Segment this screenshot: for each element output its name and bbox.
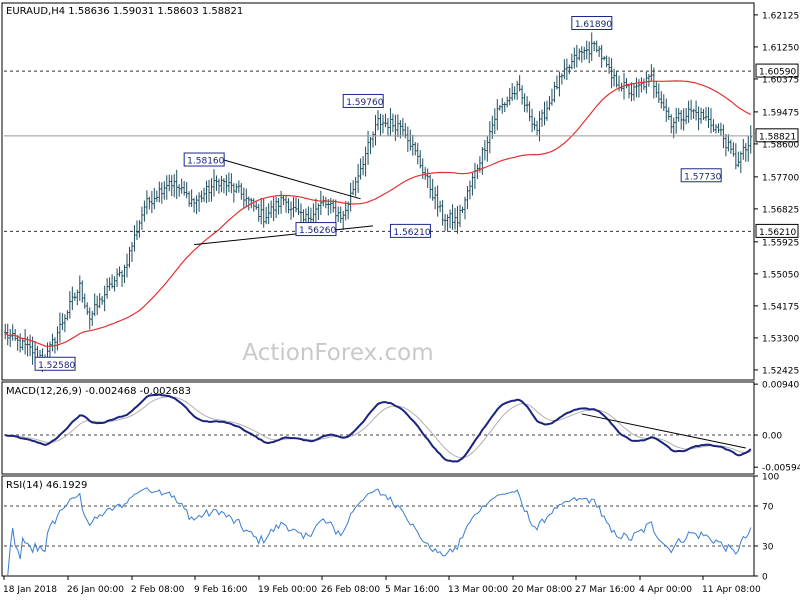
rsi-label: RSI(14) 46.1929 [6, 480, 87, 491]
rsi-tick-label: 30 [762, 543, 774, 553]
macd-signal-line [5, 396, 751, 459]
price-tick-label: 1.61250 [762, 43, 799, 53]
time-tick-label: 5 Mar 16:00 [385, 585, 440, 595]
annotation-box [571, 15, 613, 30]
annotation-label: 1.61890 [575, 20, 612, 30]
macd-panel [1, 381, 755, 475]
price-tick-label: 1.55925 [762, 238, 799, 248]
time-tick-label: 4 Apr 00:00 [639, 585, 692, 595]
level-price-label: 1.58821 [759, 132, 796, 142]
price-tick-label: 1.53300 [762, 334, 799, 344]
price-tick-label: 1.59475 [762, 108, 799, 118]
rsi-tick-label: 100 [762, 473, 779, 483]
annotation-box [295, 222, 337, 237]
level-price-box [755, 223, 799, 238]
time-tick-label: 2 Feb 08:00 [131, 585, 185, 595]
annotation-box [34, 356, 76, 371]
price-tick-label: 1.56825 [762, 205, 799, 215]
annotation-box [183, 152, 225, 167]
macd-label: MACD(12,26,9) -0.002468 -0.002683 [6, 386, 191, 397]
macd-trendline [581, 413, 746, 449]
trendline [194, 225, 374, 246]
rsi-line [7, 487, 752, 577]
rsi-tick-label: 70 [762, 503, 774, 513]
macd-tick-label: 0.009407 [762, 381, 800, 391]
price-tick-label: 1.55050 [762, 270, 799, 280]
trendline [223, 159, 361, 200]
macd-tick-label: 0.00 [762, 432, 782, 442]
price-tick-label: 1.57700 [762, 173, 799, 183]
price-tick-label: 1.52425 [762, 366, 799, 376]
annotation-box [342, 93, 384, 108]
annotation-label: 1.59760 [346, 98, 383, 108]
level-price-box [755, 63, 799, 78]
time-tick-label: 18 Jan 2018 [3, 585, 57, 595]
moving-average-line [4, 80, 752, 347]
annotation-label: 1.57730 [684, 172, 721, 182]
rsi-panel [1, 475, 755, 577]
time-tick-label: 20 Mar 08:00 [512, 585, 572, 595]
price-tick-label: 1.54175 [762, 302, 799, 312]
annotation-label: 1.52580 [38, 361, 75, 371]
level-price-label: 1.60590 [759, 68, 796, 78]
level-price-label: 1.56210 [759, 228, 796, 238]
time-tick-label: 26 Feb 08:00 [321, 585, 380, 595]
time-tick-label: 19 Feb 00:00 [258, 585, 317, 595]
macd-line [4, 393, 752, 463]
annotation-box [389, 223, 431, 238]
macd-tick-label: -0.00594 [762, 464, 800, 474]
price-tick-label: 1.60375 [762, 75, 799, 85]
annotation-box [680, 168, 722, 183]
price-header: EURAUD,H4 1.58636 1.59031 1.58603 1.5882… [6, 6, 243, 17]
time-tick-label: 13 Mar 00:00 [448, 585, 508, 595]
rsi-tick-label: 0 [762, 573, 768, 583]
watermark: ActionForex.com [242, 340, 433, 366]
level-price-box [755, 128, 799, 143]
time-tick-label: 11 Apr 08:00 [702, 585, 761, 595]
price-tick-label: 1.58600 [762, 140, 799, 150]
annotation-label: 1.56260 [299, 226, 336, 236]
time-tick-label: 9 Feb 16:00 [194, 585, 248, 595]
price-tick-label: 1.62125 [762, 11, 799, 21]
annotation-label: 1.56210 [393, 228, 430, 238]
annotation-label: 1.58160 [187, 157, 224, 167]
time-tick-label: 27 Mar 16:00 [575, 585, 635, 595]
time-tick-label: 26 Jan 00:00 [67, 585, 124, 595]
